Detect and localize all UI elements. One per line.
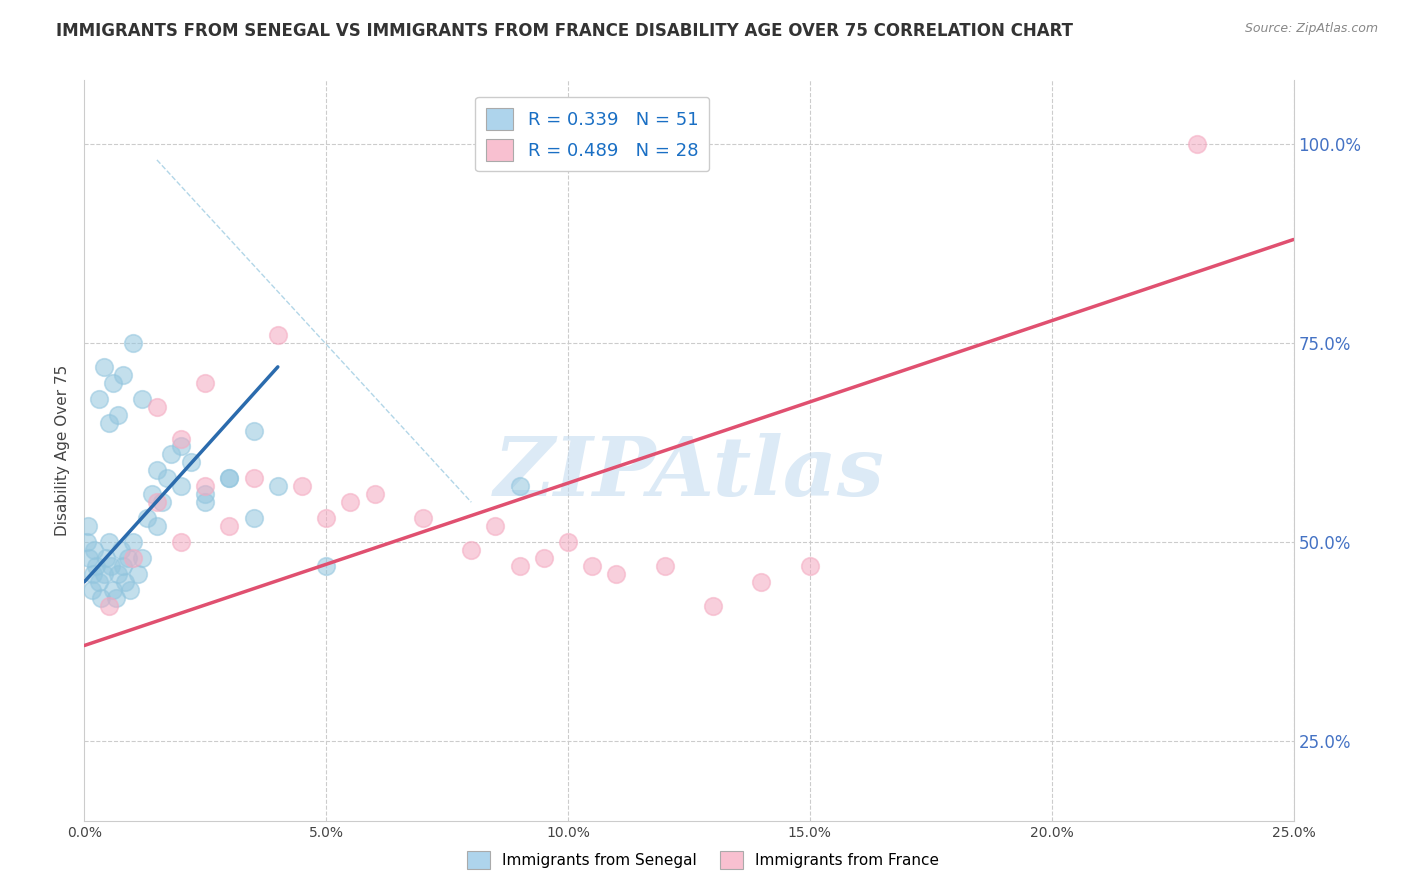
Point — [170, 535, 193, 549]
Point — [83, 543, 105, 558]
Point — [509, 558, 531, 573]
Legend: Immigrants from Senegal, Immigrants from France: Immigrants from Senegal, Immigrants from… — [461, 845, 945, 875]
Point — [77, 519, 100, 533]
Point — [751, 574, 773, 589]
Point — [93, 566, 115, 581]
Point — [242, 511, 264, 525]
Point — [315, 511, 337, 525]
Point — [121, 336, 143, 351]
Point — [121, 535, 143, 549]
Text: Source: ZipAtlas.com: Source: ZipAtlas.com — [1244, 22, 1378, 36]
Point — [180, 455, 202, 469]
Point — [121, 550, 143, 565]
Point — [170, 479, 193, 493]
Point — [82, 566, 104, 581]
Point — [194, 495, 217, 509]
Y-axis label: Disability Age Over 75: Disability Age Over 75 — [55, 365, 70, 536]
Point — [315, 558, 337, 573]
Point — [103, 582, 125, 597]
Point — [86, 558, 108, 573]
Point — [267, 328, 290, 343]
Point — [112, 558, 135, 573]
Point — [267, 479, 290, 493]
Point — [799, 558, 821, 573]
Point — [170, 440, 193, 454]
Point — [131, 392, 153, 406]
Point — [218, 471, 240, 485]
Point — [141, 487, 163, 501]
Point — [131, 550, 153, 565]
Point — [146, 495, 169, 509]
Point — [557, 535, 579, 549]
Point — [146, 519, 169, 533]
Point — [194, 479, 217, 493]
Point — [104, 591, 127, 605]
Point — [107, 408, 129, 422]
Point — [146, 463, 169, 477]
Point — [114, 574, 136, 589]
Point — [363, 487, 385, 501]
Point — [110, 543, 132, 558]
Point — [100, 558, 122, 573]
Point — [242, 471, 264, 485]
Legend: R = 0.339   N = 51, R = 0.489   N = 28: R = 0.339 N = 51, R = 0.489 N = 28 — [475, 96, 709, 171]
Point — [509, 479, 531, 493]
Point — [117, 550, 139, 565]
Point — [127, 566, 149, 581]
Point — [412, 511, 434, 525]
Point — [87, 574, 110, 589]
Point — [136, 511, 159, 525]
Point — [76, 535, 98, 549]
Point — [460, 543, 482, 558]
Point — [80, 582, 103, 597]
Point — [146, 400, 169, 414]
Point — [94, 550, 117, 565]
Point — [484, 519, 506, 533]
Point — [702, 599, 724, 613]
Point — [339, 495, 361, 509]
Point — [155, 471, 177, 485]
Point — [87, 392, 110, 406]
Point — [533, 550, 555, 565]
Point — [1185, 136, 1208, 151]
Point — [654, 558, 676, 573]
Text: ZIPAtlas: ZIPAtlas — [494, 433, 884, 513]
Text: IMMIGRANTS FROM SENEGAL VS IMMIGRANTS FROM FRANCE DISABILITY AGE OVER 75 CORRELA: IMMIGRANTS FROM SENEGAL VS IMMIGRANTS FR… — [56, 22, 1073, 40]
Point — [107, 566, 129, 581]
Point — [605, 566, 627, 581]
Point — [218, 519, 240, 533]
Point — [291, 479, 314, 493]
Point — [97, 599, 120, 613]
Point — [97, 535, 120, 549]
Point — [581, 558, 603, 573]
Point — [170, 432, 193, 446]
Point — [218, 471, 240, 485]
Point — [112, 368, 135, 382]
Point — [150, 495, 173, 509]
Point — [194, 376, 217, 390]
Point — [97, 416, 120, 430]
Point — [120, 582, 142, 597]
Point — [160, 447, 183, 461]
Point — [90, 591, 112, 605]
Point — [77, 550, 100, 565]
Point — [242, 424, 264, 438]
Point — [194, 487, 217, 501]
Point — [93, 359, 115, 374]
Point — [103, 376, 125, 390]
